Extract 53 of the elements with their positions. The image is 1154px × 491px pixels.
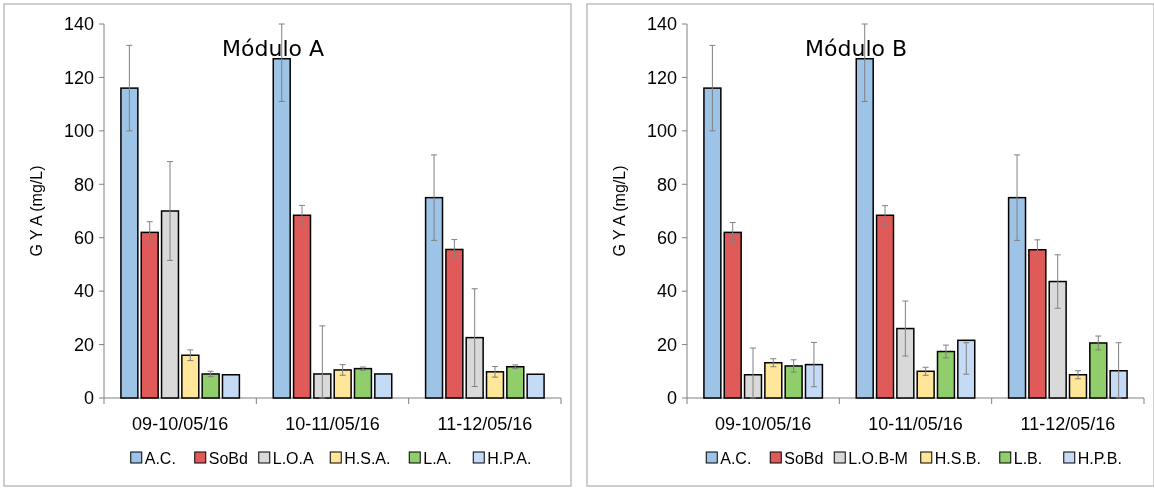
- bar: [424, 196, 444, 399]
- legend-label: A.C.: [720, 449, 752, 467]
- y-tick-label: 0: [666, 388, 677, 409]
- bar: [221, 374, 241, 399]
- bar: [875, 214, 895, 399]
- y-tick-label: 40: [73, 281, 94, 302]
- x-tick-label: 09-10/05/16: [715, 414, 812, 434]
- bar: [855, 57, 874, 399]
- x-tick-label: 11-12/05/16: [1020, 414, 1116, 434]
- legend-label: SoBd: [208, 449, 248, 467]
- legend-label: H.P.B.: [1077, 449, 1122, 467]
- y-tick-label: 80: [73, 174, 94, 195]
- y-tick-label: 100: [63, 121, 94, 142]
- y-axis-title: G Y A (mg/L): [611, 165, 628, 257]
- x-tick-label: 11-12/05/16: [437, 414, 533, 434]
- bar: [292, 214, 312, 399]
- bar: [1007, 196, 1027, 399]
- y-tick-label: 120: [63, 67, 94, 88]
- y-tick-label: 140: [63, 14, 94, 35]
- y-tick-label: 80: [656, 174, 677, 195]
- bar: [160, 210, 180, 399]
- x-tick-label: 09-10/05/16: [132, 414, 229, 434]
- legend-label: L.A.: [423, 449, 452, 467]
- bar: [272, 57, 291, 399]
- legend-label: L.O.A: [272, 449, 314, 467]
- y-tick-label: 60: [73, 228, 94, 249]
- y-tick-label: 20: [73, 334, 94, 355]
- y-tick-label: 20: [656, 334, 677, 355]
- legend-label: L.B.: [1013, 449, 1043, 467]
- y-tick-label: 140: [646, 14, 677, 35]
- legend-label: H.P.A.: [487, 449, 532, 467]
- legend-label: SoBd: [784, 449, 824, 467]
- legend-label: L.O.B-M: [848, 449, 908, 467]
- bar: [936, 350, 956, 399]
- y-axis-title: G Y A (mg/L): [28, 165, 45, 257]
- y-tick-label: 60: [656, 228, 677, 249]
- y-tick-label: 40: [656, 281, 677, 302]
- legend-label: A.C.: [144, 449, 176, 467]
- y-tick-label: 0: [83, 388, 94, 409]
- bar: [353, 367, 373, 399]
- text: Módulo B: [805, 36, 908, 62]
- legend-label: H.S.B.: [934, 449, 981, 467]
- bar: [374, 373, 393, 399]
- bar: [1068, 374, 1088, 399]
- bar: [804, 363, 824, 399]
- legend-label: H.S.A.: [344, 449, 391, 467]
- bar: [957, 339, 976, 399]
- y-tick-label: 100: [646, 121, 677, 142]
- bar: [485, 371, 505, 399]
- x-tick-label: 10-11/05/16: [868, 414, 963, 434]
- y-tick-label: 120: [646, 67, 677, 88]
- text: Módulo A: [222, 36, 325, 62]
- x-tick-label: 10-11/05/16: [285, 414, 380, 434]
